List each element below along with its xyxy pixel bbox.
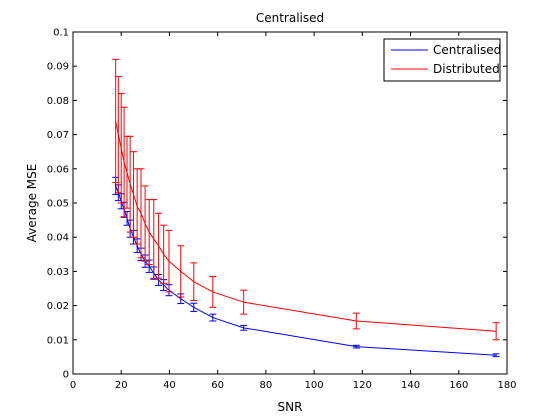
error-bar-distributed [492,322,500,341]
y-axis-label: Average MSE [25,164,39,243]
x-axis-ticks: 0 20 40 60 80 100 120 140 160 180 [70,32,517,391]
y-tick-label: 0.01 [47,335,69,346]
x-tick-label: 180 [497,380,516,391]
y-tick-label: 0.09 [47,62,69,73]
error-bar-distributed [352,312,360,330]
error-bar-distributed [120,106,128,218]
error-bar-distributed [209,276,217,308]
y-tick-label: 0.05 [47,199,69,210]
series-layer [112,58,500,358]
plot-area [72,31,508,375]
y-tick-label: 0 [63,370,69,381]
error-bar-centralised [209,313,217,322]
legend-label-distributed: Distributed [433,62,500,76]
error-bar-distributed [117,93,125,204]
error-bar-distributed [130,151,138,238]
error-bar-distributed [160,224,168,284]
legend-label-centralised: Centralised [433,43,501,57]
error-bar-distributed [165,229,173,293]
error-bar-distributed [155,212,163,279]
x-tick-label: 80 [260,380,273,391]
y-tick-label: 0.03 [47,267,69,278]
legend: Centralised Distributed [383,38,501,82]
x-tick-label: 0 [70,380,76,391]
series-distributed [112,58,500,341]
y-tick-label: 0.02 [47,301,69,312]
error-bar-centralised [492,353,500,358]
error-bar-centralised [240,324,248,331]
error-bar-distributed [177,245,185,298]
error-bar-distributed [126,135,134,233]
legend-box [383,38,501,82]
error-bar-centralised [190,302,198,312]
y-tick-label: 0.08 [47,96,69,107]
x-tick-label: 20 [115,380,128,391]
chart-title: Centralised [256,11,324,25]
y-axis-ticks: 0 0.01 0.02 0.03 0.04 0.05 0.06 0.07 0.08 0.09 0.1 [47,28,507,381]
error-bar-distributed [114,75,122,194]
y-tick-label: 0.06 [47,164,69,175]
x-tick-label: 120 [353,380,372,391]
error-bar-distributed [190,262,198,301]
error-bar-distributed [141,185,149,262]
error-bar-distributed [137,168,145,259]
y-tick-label: 0.04 [47,233,69,244]
x-tick-label: 40 [163,380,176,391]
x-axis-label: SNR [278,400,303,414]
x-tick-label: 160 [449,380,468,391]
error-bar-centralised [123,211,131,226]
y-tick-label: 0.07 [47,130,69,141]
x-tick-label: 100 [305,380,324,391]
x-tick-label: 60 [211,380,224,391]
y-tick-label: 0.1 [53,28,69,39]
error-bar-centralised [352,344,360,349]
x-tick-label: 140 [401,380,420,391]
error-bar-distributed [240,289,248,315]
